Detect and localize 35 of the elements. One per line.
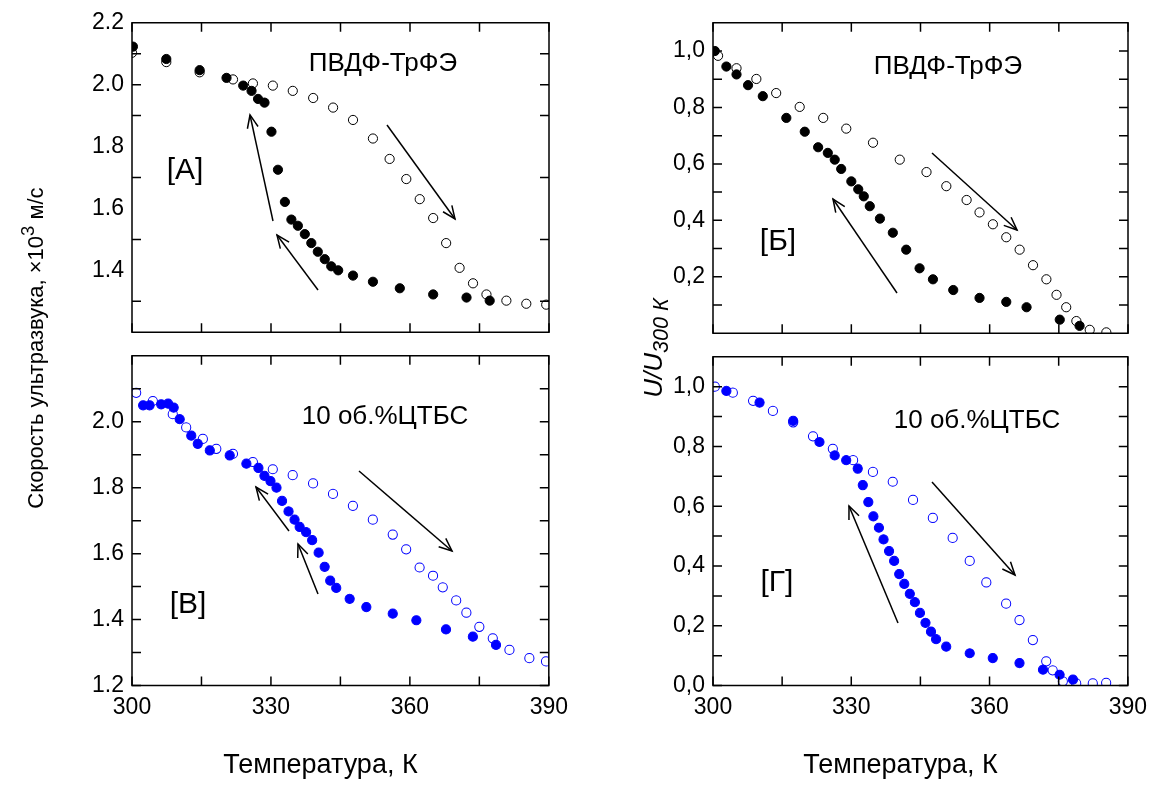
annotation: [В] [169,586,207,621]
y-tick-label: 2.2 [92,8,124,35]
annotation: ПВДФ-ТрФЭ [873,49,1023,81]
annotation: [Б] [759,223,797,258]
y-tick-label: 1.6 [92,539,124,566]
y-tick-label: 1.8 [92,473,124,500]
y-tick-label: 1.4 [92,255,125,282]
x-tick-label: 390 [529,692,568,719]
y-tick-label: 0,2 [673,611,705,638]
y-tick-label: 0,4 [673,205,706,232]
y-tick-label: 0,6 [673,149,705,176]
y-tick-label: 1.8 [92,132,124,159]
annotation: 10 об.%ЦТБС [893,403,1061,435]
y-tick-label: 2.0 [92,407,124,434]
y-tick-label: 0,8 [673,92,705,119]
x-axis-title: Температура, К [223,748,418,780]
y-tick-label: 0,4 [673,551,706,578]
y-tick-label: 1.6 [92,193,124,220]
y-tick-label: 1,0 [673,36,705,63]
annotation: 10 об.%ЦТБС [301,399,469,431]
y-tick-label: 0,6 [673,491,705,518]
x-tick-label: 360 [970,692,1009,719]
annotation: ПВДФ-ТрФЭ [308,46,458,78]
x-tick-label: 330 [832,692,871,719]
annotation: [Г] [760,564,794,599]
y-tick-label: 1.4 [92,605,125,632]
x-axis-title: Температура, К [803,748,998,780]
y-tick-label: 1,0 [673,372,705,399]
x-tick-label: 390 [1108,692,1147,719]
x-tick-label: 360 [390,692,430,719]
annotation: [А] [166,152,204,187]
y-tick-label: 0,2 [673,262,705,289]
x-tick-label: 330 [251,692,291,719]
y-tick-label: 2.0 [92,70,124,97]
y-tick-label: 0,8 [673,432,705,459]
